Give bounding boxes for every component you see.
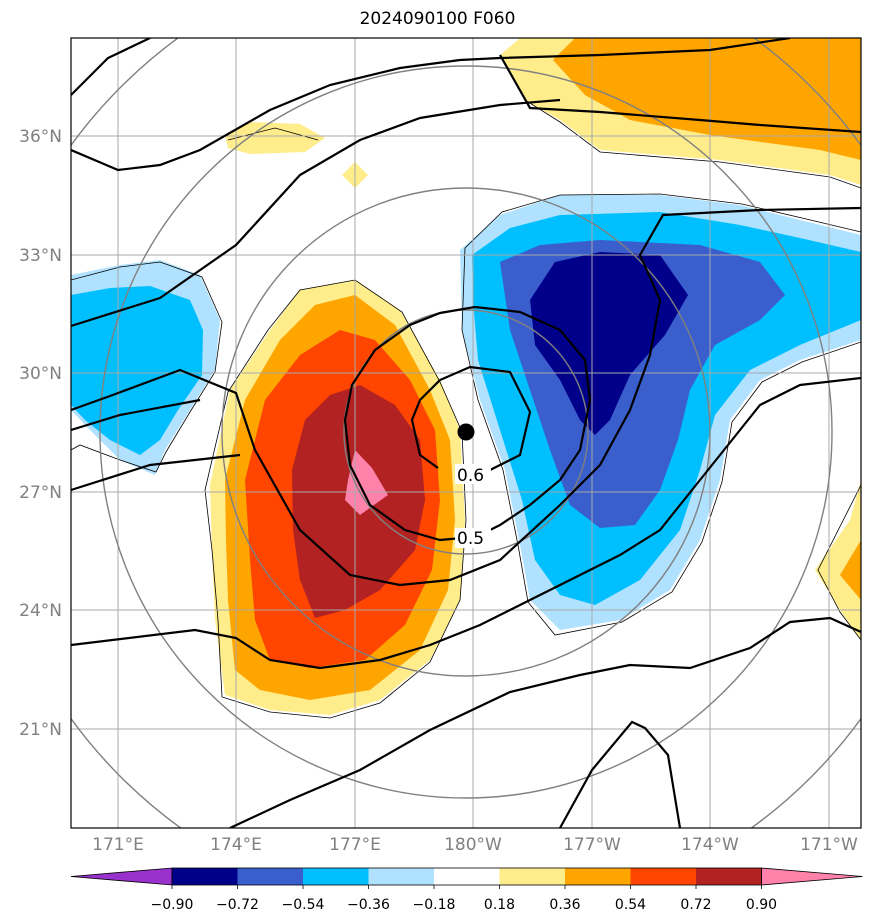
range-rings [71,38,861,828]
colorbar-cell [237,868,304,885]
colorbar-tick-label: 0.90 [746,897,777,913]
lon-label-174w: 174°W [681,835,739,855]
thin-contours [71,54,861,719]
lon-label-177e: 177°E [329,835,381,855]
lat-label-21n: 21°N [19,720,62,740]
storm-center-marker [457,423,475,441]
lon-label-171e: 171°E [92,835,144,855]
colorbar-extend-low [70,867,173,886]
map-panel: 0.6 0.5 36°N 33°N 30°N 27°N 24°N 21°N 17… [19,37,862,855]
colorbar-cell [368,868,435,885]
lat-label-24n: 24°N [19,601,62,621]
map-frame [70,37,862,829]
colorbar-tick-label: −0.18 [413,897,456,913]
contour-label-bg-1 [455,464,491,484]
colorbar-cell [630,868,697,885]
colorbar-tick-label: 0.18 [484,897,515,913]
lat-label-36n: 36°N [19,127,62,147]
colorbar-tick-label: −0.90 [151,897,194,913]
contour-label-bg-2 [455,528,491,548]
colorbar-cell [172,868,238,885]
colorbar-cell [696,868,762,885]
colorbar-cell [499,868,566,885]
colorbar-cells [70,867,863,886]
contour-label-05: 0.5 [457,529,484,549]
lat-label-33n: 33°N [19,246,62,266]
colorbar-labels: −0.90 −0.72 −0.54 −0.36 −0.18 0.18 0.36 0.54 0.7… [151,885,777,913]
positive-anomaly-field [210,38,861,715]
thick-contours [71,38,861,828]
lat-label-30n: 30°N [19,364,62,384]
contour-label-06: 0.6 [457,466,484,486]
colorbar-tick-label: 0.36 [549,897,580,913]
colorbar-tick-label: −0.72 [216,897,259,913]
lon-label-171w: 171°W [800,835,858,855]
lon-label-174e: 174°E [210,835,262,855]
map-title: 2024090100 F060 [359,9,516,29]
lon-label-180w: 180°W [444,835,502,855]
colorbar-tick-label: 0.72 [680,897,711,913]
colorbar-tick-label: −0.54 [282,897,325,913]
lon-label-177w: 177°W [563,835,621,855]
colorbar-cell [565,868,631,885]
colorbar-frame [171,867,762,886]
colorbar-extend-high [761,867,863,886]
latitude-labels: 36°N 33°N 30°N 27°N 24°N 21°N [19,127,62,740]
lat-label-27n: 27°N [19,483,62,503]
colorbar-tick-label: −0.36 [347,897,390,913]
longitude-labels: 171°E 174°E 177°E 180°W 177°W 174°W 171°… [92,835,858,855]
colorbar-cell [434,868,500,885]
colorbar-tick-label: 0.54 [615,897,646,913]
colorbar-cell [303,868,369,885]
